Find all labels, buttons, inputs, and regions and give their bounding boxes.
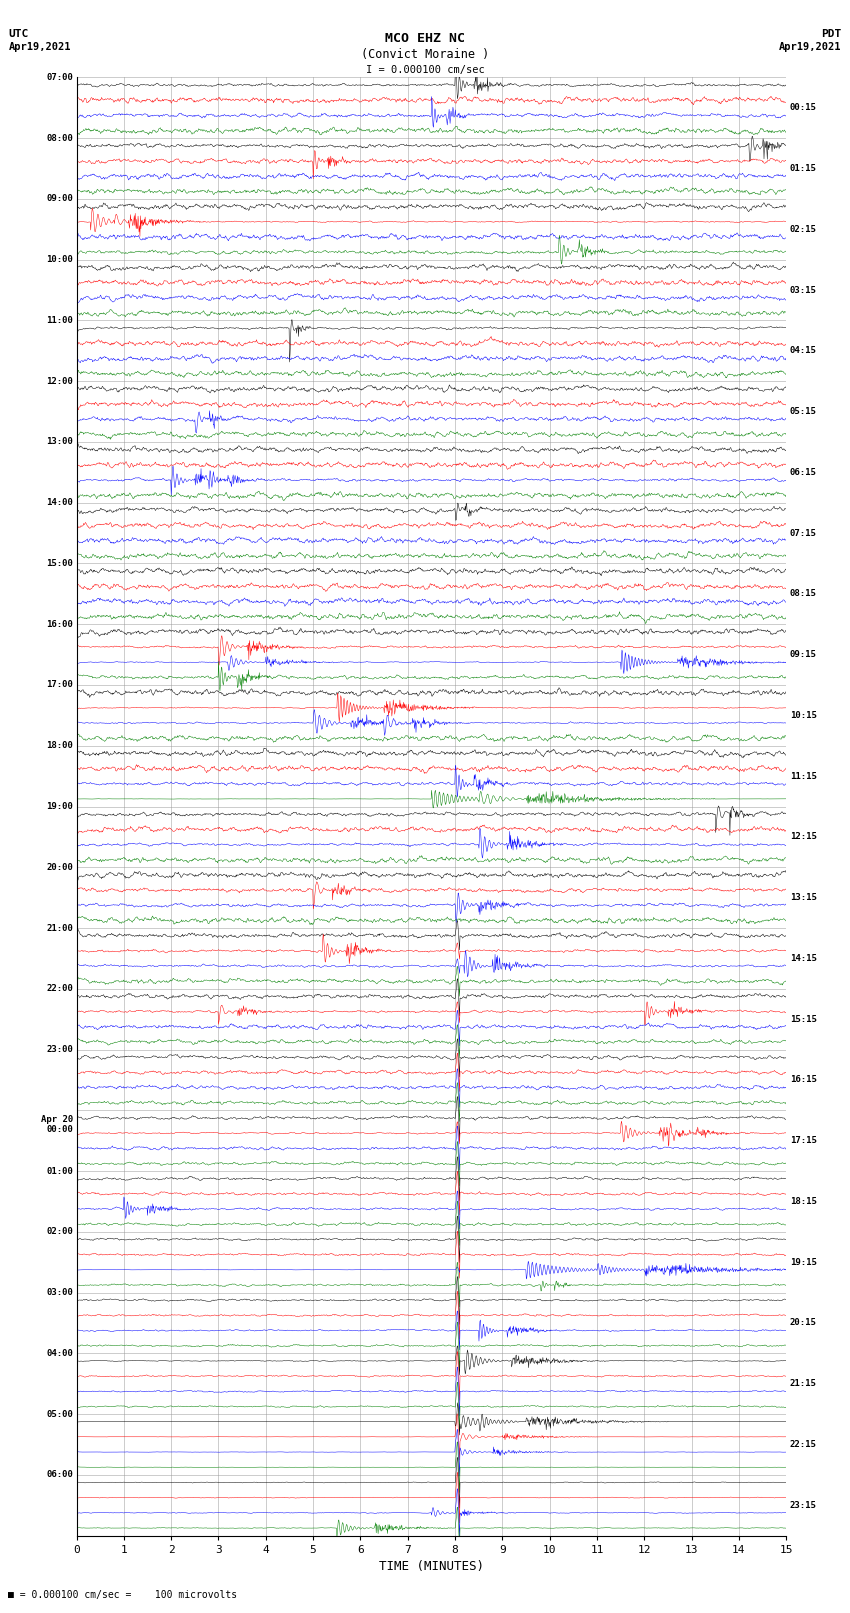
Text: 14:00: 14:00 [46, 498, 73, 506]
Text: I = 0.000100 cm/sec: I = 0.000100 cm/sec [366, 65, 484, 74]
Text: 16:15: 16:15 [790, 1076, 817, 1084]
Text: 02:15: 02:15 [790, 224, 817, 234]
Text: UTC: UTC [8, 29, 29, 39]
Text: 23:00: 23:00 [46, 1045, 73, 1053]
Text: 17:15: 17:15 [790, 1136, 817, 1145]
Text: 22:00: 22:00 [46, 984, 73, 994]
Text: 10:15: 10:15 [790, 711, 817, 719]
Text: 13:15: 13:15 [790, 894, 817, 902]
Text: ■ = 0.000100 cm/sec =    100 microvolts: ■ = 0.000100 cm/sec = 100 microvolts [8, 1590, 238, 1600]
Text: 18:15: 18:15 [790, 1197, 817, 1207]
Text: 16:00: 16:00 [46, 619, 73, 629]
Text: 05:15: 05:15 [790, 406, 817, 416]
Text: 12:15: 12:15 [790, 832, 817, 842]
Text: 01:15: 01:15 [790, 165, 817, 173]
Text: 21:00: 21:00 [46, 924, 73, 932]
Text: 14:15: 14:15 [790, 953, 817, 963]
Text: 09:00: 09:00 [46, 195, 73, 203]
Text: 08:15: 08:15 [790, 589, 817, 598]
Text: 08:00: 08:00 [46, 134, 73, 142]
Text: 19:15: 19:15 [790, 1258, 817, 1266]
Text: 18:00: 18:00 [46, 742, 73, 750]
Text: 06:00: 06:00 [46, 1471, 73, 1479]
Text: PDT: PDT [821, 29, 842, 39]
Text: 04:15: 04:15 [790, 347, 817, 355]
Text: 12:00: 12:00 [46, 377, 73, 386]
Text: Apr19,2021: Apr19,2021 [8, 42, 71, 52]
Text: 22:15: 22:15 [790, 1440, 817, 1448]
Text: 10:00: 10:00 [46, 255, 73, 265]
Text: 03:00: 03:00 [46, 1289, 73, 1297]
Text: 07:00: 07:00 [46, 73, 73, 82]
Text: 11:00: 11:00 [46, 316, 73, 324]
Text: 19:00: 19:00 [46, 802, 73, 811]
Text: 20:00: 20:00 [46, 863, 73, 871]
Text: (Convict Moraine ): (Convict Moraine ) [361, 48, 489, 61]
Text: 21:15: 21:15 [790, 1379, 817, 1389]
Text: 15:15: 15:15 [790, 1015, 817, 1024]
Text: 04:00: 04:00 [46, 1348, 73, 1358]
Text: 02:00: 02:00 [46, 1227, 73, 1236]
Text: 05:00: 05:00 [46, 1410, 73, 1418]
Text: Apr 20: Apr 20 [41, 1115, 73, 1124]
Text: 11:15: 11:15 [790, 771, 817, 781]
Text: 17:00: 17:00 [46, 681, 73, 689]
Text: Apr19,2021: Apr19,2021 [779, 42, 842, 52]
Text: 03:15: 03:15 [790, 286, 817, 295]
Text: 23:15: 23:15 [790, 1500, 817, 1510]
X-axis label: TIME (MINUTES): TIME (MINUTES) [379, 1560, 484, 1573]
Text: 13:00: 13:00 [46, 437, 73, 447]
Text: MCO EHZ NC: MCO EHZ NC [385, 32, 465, 45]
Text: 00:00: 00:00 [46, 1124, 73, 1134]
Text: 15:00: 15:00 [46, 560, 73, 568]
Text: 06:15: 06:15 [790, 468, 817, 477]
Text: 01:00: 01:00 [46, 1166, 73, 1176]
Text: 07:15: 07:15 [790, 529, 817, 537]
Text: 20:15: 20:15 [790, 1318, 817, 1327]
Text: 09:15: 09:15 [790, 650, 817, 660]
Text: 00:15: 00:15 [790, 103, 817, 113]
